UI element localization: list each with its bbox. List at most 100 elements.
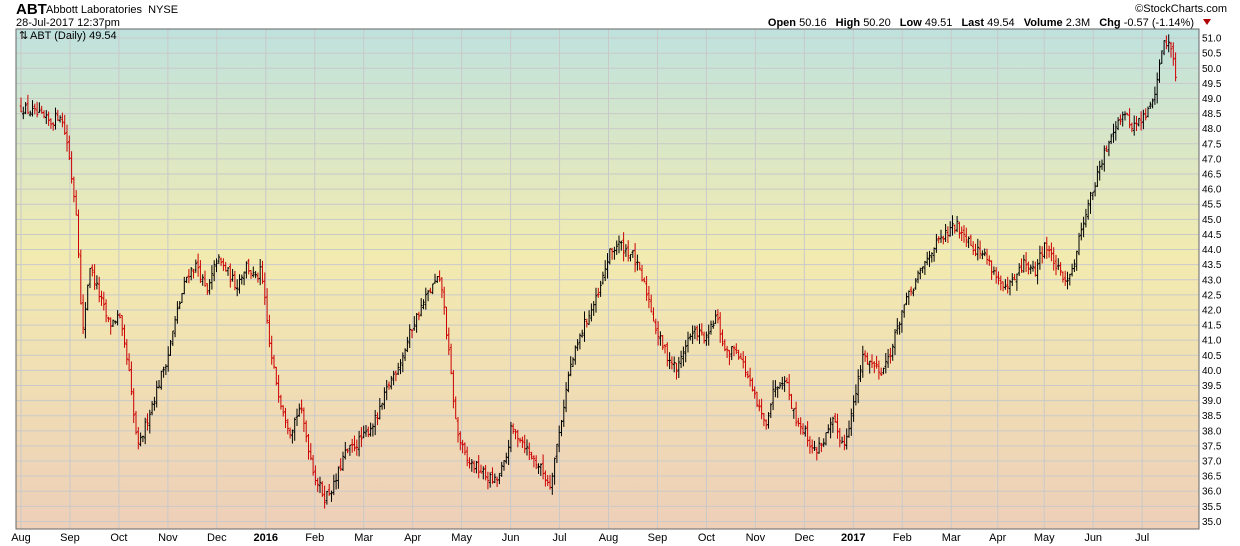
- price-bar: [705, 331, 708, 346]
- price-bar: [1107, 140, 1111, 157]
- price-bar: [1066, 271, 1069, 290]
- y-tick-label: 38.0: [1202, 426, 1222, 437]
- price-bar: [160, 370, 163, 390]
- price-bar: [597, 287, 600, 298]
- x-tick-label: Dec: [207, 532, 227, 544]
- price-bar: [909, 286, 913, 296]
- price-bar: [1075, 250, 1078, 271]
- y-tick-label: 50.0: [1202, 64, 1222, 75]
- price-bar: [104, 299, 108, 323]
- y-tick-label: 47.5: [1202, 139, 1222, 150]
- price-bar: [523, 434, 526, 454]
- price-bar: [1013, 273, 1016, 281]
- price-bar: [615, 240, 618, 255]
- price-bar: [863, 350, 867, 362]
- price-bar: [997, 271, 1000, 285]
- price-bar: [1151, 98, 1154, 109]
- price-bar: [930, 252, 934, 263]
- price-bar: [1017, 263, 1021, 276]
- price-bar: [919, 267, 922, 280]
- price-bar: [348, 444, 352, 456]
- price-bar: [219, 257, 223, 267]
- price-bar: [751, 377, 754, 392]
- quote-summary: Open 50.16 High 50.20 Low 49.51 Last 49.…: [768, 17, 1200, 29]
- price-bar: [295, 408, 299, 427]
- price-bar: [1089, 191, 1092, 214]
- price-bar: [1086, 199, 1090, 220]
- y-tick-label: 35.5: [1202, 502, 1222, 513]
- price-bar: [479, 464, 483, 474]
- x-tick-label: Sep: [648, 532, 668, 544]
- price-bar: [378, 398, 382, 420]
- price-bar: [235, 279, 239, 297]
- price-bar: [1052, 247, 1055, 271]
- price-bar: [1073, 259, 1076, 273]
- price-bar: [781, 376, 784, 390]
- price-bar: [116, 310, 119, 326]
- price-bar: [643, 277, 646, 283]
- price-bar: [54, 107, 57, 130]
- grid-lines: [16, 29, 1199, 529]
- price-bar: [325, 490, 329, 505]
- price-bar: [298, 403, 301, 417]
- price-bar: [843, 434, 846, 451]
- price-bar: [815, 446, 819, 461]
- high-label: High: [835, 17, 861, 29]
- price-bar: [118, 313, 122, 319]
- chart-type-icon: ⇅: [19, 30, 28, 42]
- price-bar: [217, 254, 221, 264]
- y-tick-label: 51.0: [1202, 34, 1222, 45]
- price-bar: [488, 472, 492, 488]
- x-tick-label: Oct: [110, 532, 127, 544]
- price-bar: [1050, 242, 1053, 262]
- x-tick-label: May: [451, 532, 472, 544]
- price-bar: [691, 325, 694, 344]
- price-bar: [544, 470, 547, 487]
- price-bar: [652, 307, 655, 322]
- x-tick-label: 2016: [254, 532, 278, 544]
- price-bar: [1109, 133, 1113, 145]
- price-bar: [233, 270, 237, 291]
- price-bar: [47, 111, 50, 126]
- price-bar: [330, 490, 333, 502]
- y-tick-label: 47.0: [1202, 154, 1222, 165]
- price-bar: [617, 235, 621, 254]
- price-bar: [831, 416, 835, 433]
- brand-label[interactable]: ©StockCharts.com: [1135, 3, 1227, 15]
- price-bar: [265, 288, 269, 324]
- price-bar: [493, 473, 497, 484]
- price-bar: [787, 374, 791, 401]
- price-bar: [534, 455, 538, 470]
- price-bar: [537, 463, 540, 474]
- price-bar: [284, 407, 287, 428]
- price-bar: [272, 354, 276, 369]
- price-bar: [1144, 108, 1147, 121]
- price-bar: [599, 280, 602, 297]
- x-tick-label: May: [1034, 532, 1055, 544]
- price-bar: [35, 101, 39, 118]
- price-bar: [716, 309, 720, 324]
- price-bar: [698, 323, 701, 344]
- price-bar: [482, 466, 485, 480]
- price-bar: [1114, 121, 1118, 141]
- price-bar: [645, 275, 648, 301]
- price-bar: [1082, 216, 1085, 238]
- price-bar: [231, 268, 234, 282]
- price-bar: [1047, 245, 1051, 258]
- price-bar: [746, 370, 750, 379]
- price-bar: [663, 344, 667, 354]
- price-bar: [413, 316, 416, 331]
- price-bar: [419, 298, 423, 317]
- price-bar: [1146, 106, 1150, 118]
- price-bar: [631, 250, 635, 258]
- price-bar: [755, 391, 759, 408]
- price-bar: [281, 405, 285, 417]
- price-bar: [58, 115, 62, 123]
- price-bar: [212, 260, 216, 282]
- price-bar: [873, 361, 876, 374]
- price-bar: [169, 339, 172, 356]
- price-bar: [364, 424, 368, 437]
- price-bar: [668, 352, 671, 370]
- price-bar: [532, 455, 536, 468]
